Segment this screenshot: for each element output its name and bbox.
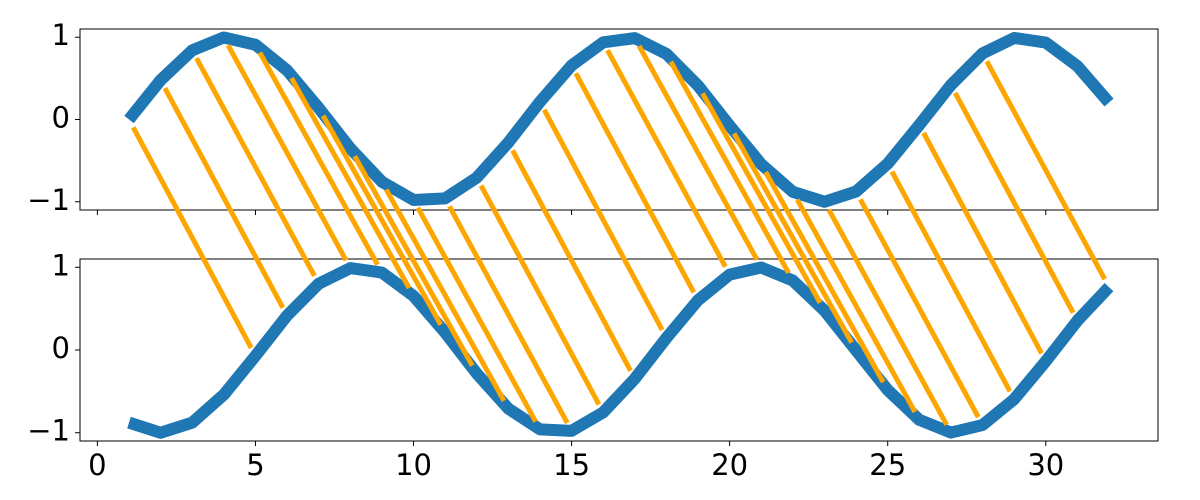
x-tick-label: 25 [869, 448, 906, 482]
x-tick-label: 0 [88, 448, 106, 482]
connection [162, 86, 286, 309]
connection [131, 126, 254, 350]
axes-frame [79, 28, 1159, 211]
y-tick-label: −1 [27, 183, 70, 217]
connection [605, 49, 728, 268]
connection [952, 91, 1076, 314]
line-series [127, 261, 1114, 439]
connection [795, 198, 918, 414]
connection [289, 76, 412, 290]
connection [542, 108, 665, 332]
connection [668, 60, 791, 274]
connection [510, 149, 633, 372]
connection [384, 188, 507, 403]
connection [826, 208, 949, 426]
connection [415, 206, 538, 423]
connection [636, 44, 760, 261]
connection [320, 114, 443, 326]
connection [700, 92, 823, 305]
connection [478, 184, 602, 406]
connection [447, 205, 570, 425]
y-tick-label: 0 [52, 101, 70, 135]
connection [225, 44, 349, 262]
y-tick-label: 0 [52, 331, 70, 365]
connection [573, 72, 696, 294]
axes-frame [79, 258, 1159, 442]
connection [352, 155, 475, 367]
connection [194, 57, 317, 278]
x-tick-label: 10 [395, 448, 432, 482]
connection [984, 60, 1107, 281]
line-series [124, 31, 1114, 208]
y-tick-label: −1 [27, 414, 70, 448]
connection [889, 170, 1013, 393]
x-tick-label: 30 [1027, 448, 1064, 482]
x-tick-label: 20 [711, 448, 748, 482]
x-tick-label: 5 [246, 448, 264, 482]
connection [763, 170, 886, 384]
connection [257, 51, 380, 266]
connection [921, 131, 1044, 355]
connection [731, 132, 854, 344]
connection [858, 198, 981, 419]
y-tick-label: 1 [52, 248, 70, 282]
x-tick-label: 15 [553, 448, 590, 482]
y-tick-label: 1 [52, 18, 70, 52]
